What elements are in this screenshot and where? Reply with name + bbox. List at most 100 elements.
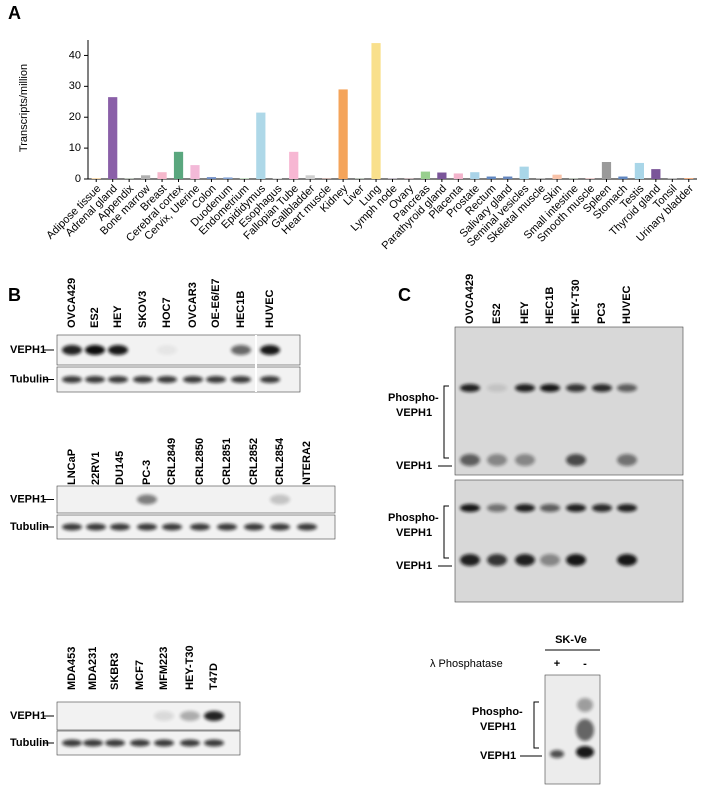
sample-label: SK-Ve <box>555 634 587 646</box>
band <box>566 504 586 512</box>
bar <box>371 43 381 179</box>
y-axis-label: Transcripts/million <box>18 64 30 152</box>
band <box>260 345 280 355</box>
bar <box>239 178 249 179</box>
row-label: VEPH1 <box>396 560 432 572</box>
bar <box>519 166 529 179</box>
panel-label: A <box>8 3 21 23</box>
lane-label: HEY-T30 <box>570 279 582 324</box>
bar <box>684 178 694 179</box>
band <box>157 376 177 383</box>
lane-label: MFM223 <box>158 647 170 690</box>
row-label: Phospho- <box>472 706 523 718</box>
bar <box>585 178 595 179</box>
bracket <box>443 385 449 459</box>
bar <box>140 175 151 179</box>
band <box>105 739 125 747</box>
lane-label: PC-3 <box>141 460 153 485</box>
lane-label: MDA231 <box>87 647 99 690</box>
band <box>540 384 560 392</box>
bar <box>470 172 480 179</box>
band <box>515 504 535 512</box>
bar <box>437 172 447 179</box>
condition: - <box>583 658 587 670</box>
band <box>137 494 157 505</box>
panel-label: C <box>398 285 411 305</box>
y-tick-label: 0 <box>75 173 81 185</box>
bracket <box>443 505 449 559</box>
band <box>154 739 174 747</box>
band <box>577 698 593 712</box>
lane-label: PC3 <box>596 303 608 324</box>
band <box>617 384 637 392</box>
lane-label: HEY <box>112 305 124 328</box>
bar <box>634 162 645 179</box>
band <box>133 376 153 383</box>
row-label: VEPH1 <box>10 344 46 356</box>
row-label: Tubulin <box>10 737 49 749</box>
lane-label: MDA453 <box>66 647 78 690</box>
band <box>108 376 128 383</box>
band <box>162 523 182 531</box>
bar <box>601 162 612 179</box>
band <box>617 554 637 566</box>
band <box>540 504 560 512</box>
lane-label: SKOV3 <box>137 291 149 328</box>
band <box>297 523 317 531</box>
band <box>157 345 177 355</box>
band <box>592 384 612 392</box>
row-label: VEPH1 <box>480 750 516 762</box>
band <box>515 384 535 392</box>
bar <box>157 172 167 179</box>
band <box>108 345 128 355</box>
band <box>86 523 106 531</box>
band <box>566 554 586 566</box>
lane-label: HOC7 <box>161 297 173 328</box>
band <box>204 739 224 747</box>
band <box>130 739 150 747</box>
lane-label: 22RV1 <box>90 452 102 485</box>
lane-label: CRL2851 <box>221 438 233 485</box>
blot <box>454 479 684 603</box>
blot <box>454 326 684 476</box>
lane-label: DU145 <box>114 451 126 485</box>
blot <box>56 485 336 514</box>
band <box>231 345 251 355</box>
lane-label: CRL2852 <box>248 438 260 485</box>
lane-label: LNCaP <box>66 449 78 485</box>
bar <box>420 171 431 179</box>
band <box>85 376 105 383</box>
band <box>460 554 480 566</box>
band <box>592 504 612 512</box>
lane-label: CRL2850 <box>194 438 206 485</box>
band <box>515 554 535 566</box>
band <box>62 345 82 355</box>
bar <box>173 151 184 179</box>
band <box>244 523 264 531</box>
lane-label: ES2 <box>89 307 101 328</box>
lane-label: HEY-T30 <box>184 645 196 690</box>
bar <box>190 165 200 179</box>
treatment-label: λ Phosphatase <box>430 658 503 670</box>
band <box>460 384 480 392</box>
bar <box>552 174 562 179</box>
row-label: VEPH1 <box>396 407 432 419</box>
band <box>110 523 130 531</box>
lane-label: HEY <box>519 301 531 324</box>
row-label: VEPH1 <box>480 721 516 733</box>
y-tick-label: 20 <box>69 111 81 123</box>
band <box>154 711 174 721</box>
lane-label: OVCAR3 <box>187 282 199 328</box>
band <box>576 719 594 741</box>
bar <box>91 178 101 179</box>
band <box>515 454 535 466</box>
row-label: Tubulin <box>10 373 49 385</box>
row-label: Tubulin <box>10 521 49 533</box>
row-label: VEPH1 <box>10 710 46 722</box>
bar <box>108 97 118 179</box>
lane-label: OE-E6/E7 <box>210 278 222 328</box>
band <box>62 523 82 531</box>
band <box>62 739 82 747</box>
lane-label: SKBR3 <box>109 653 121 690</box>
